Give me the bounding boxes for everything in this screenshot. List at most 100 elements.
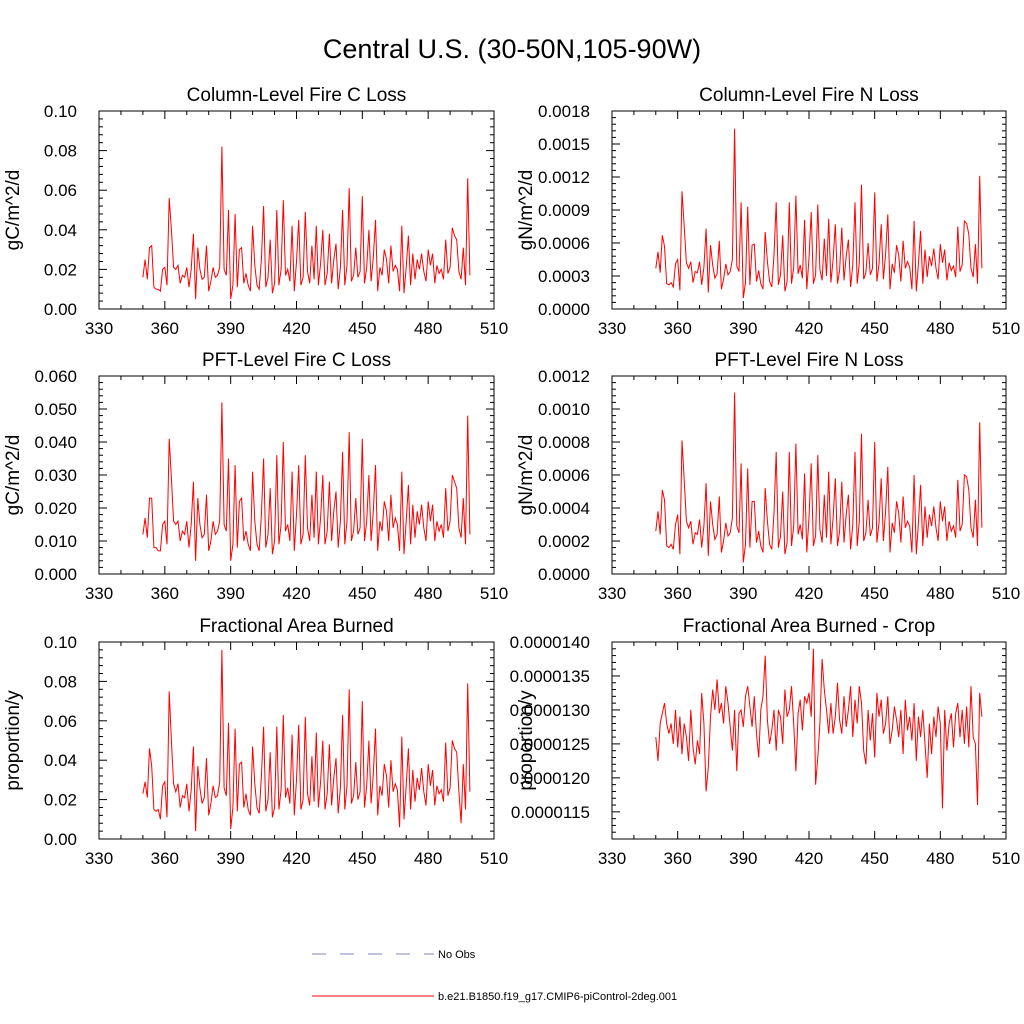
x-tick-label: 480: [414, 584, 442, 603]
x-tick-label: 420: [795, 584, 823, 603]
x-tick-label: 360: [151, 584, 179, 603]
x-tick-label: 510: [480, 849, 508, 868]
y-axis-label: gC/m^2/d: [3, 435, 24, 516]
y-tick-label: 0.04: [44, 751, 77, 770]
y-tick-label: 0.0000130: [510, 701, 590, 720]
chart-panel-5: Fractional Area Burned 330 360 390 420 450 480…: [3, 616, 508, 868]
y-tick-label: 0.0000140: [510, 633, 590, 652]
x-tick-label: 510: [992, 584, 1020, 603]
y-axis-label: gN/m^2/d: [516, 170, 537, 251]
y-axis-label: gC/m^2/d: [3, 170, 24, 251]
y-tick-label: 0.02: [44, 260, 77, 279]
plot-frame: [98, 375, 495, 575]
y-tick-label: 0.000: [34, 565, 77, 584]
x-tick-label: 330: [598, 849, 626, 868]
y-tick-label: 0.0008: [538, 433, 590, 452]
y-tick-label: 0.00: [44, 300, 77, 319]
x-tick-label: 390: [216, 849, 244, 868]
y-tick-label: 0.0012: [538, 168, 590, 187]
y-tick-label: 0.04: [44, 221, 77, 240]
legend: No Obs b.e21.B1850.f19_g17.CMIP6-piContro…: [312, 949, 677, 1003]
x-tick-label: 360: [151, 319, 179, 338]
x-tick-label: 450: [860, 849, 888, 868]
x-tick-label: 450: [860, 584, 888, 603]
x-tick-label: 360: [151, 849, 179, 868]
x-tick-label: 450: [348, 319, 376, 338]
series-line-1: [655, 392, 983, 563]
x-tick-label: 480: [926, 319, 954, 338]
x-tick-label: 330: [85, 584, 113, 603]
y-tick-label: 0.0015: [538, 135, 590, 154]
x-tick-label: 330: [598, 584, 626, 603]
x-tick-label: 450: [348, 849, 376, 868]
x-tick-label: 330: [85, 849, 113, 868]
y-tick-label: 0.0003: [538, 267, 590, 286]
y-tick-label: 0.060: [34, 367, 77, 386]
series-line-1: [655, 648, 983, 809]
y-tick-label: 0.0010: [538, 400, 590, 419]
x-tick-label: 330: [598, 319, 626, 338]
y-tick-label: 0.02: [44, 791, 77, 810]
y-tick-label: 0.08: [44, 142, 77, 161]
y-tick-label: 0.040: [34, 433, 77, 452]
y-tick-label: 0.0000: [538, 300, 590, 319]
x-tick-label: 480: [414, 849, 442, 868]
series-line-1: [142, 402, 471, 561]
x-tick-label: 390: [729, 849, 757, 868]
y-tick-label: 0.06: [44, 712, 77, 731]
x-tick-label: 420: [795, 319, 823, 338]
x-tick-label: 360: [663, 319, 691, 338]
panel-title: Fractional Area Burned: [199, 616, 393, 637]
y-tick-label: 0.0009: [538, 201, 590, 220]
panel-title: Fractional Area Burned - Crop: [683, 616, 935, 637]
y-tick-label: 0.0000135: [510, 667, 590, 686]
y-tick-label: 0.0002: [538, 532, 590, 551]
x-tick-label: 450: [860, 319, 888, 338]
chart-panel-2: Column-Level Fire N Loss 330 360 390 420 450 4…: [516, 85, 1020, 338]
y-tick-label: 0.050: [34, 400, 77, 419]
x-tick-label: 390: [216, 319, 244, 338]
legend-label-1: No Obs: [438, 949, 476, 961]
y-axis-label: proportion/y: [516, 690, 537, 791]
y-tick-label: 0.10: [44, 633, 77, 652]
series-line-1: [142, 649, 471, 832]
series-line-1: [655, 128, 983, 299]
y-tick-label: 0.06: [44, 181, 77, 200]
y-tick-label: 0.0000120: [510, 769, 590, 788]
x-tick-label: 480: [926, 849, 954, 868]
panel-title: Column-Level Fire N Loss: [699, 85, 919, 106]
x-tick-label: 420: [282, 319, 310, 338]
y-tick-label: 0.020: [34, 499, 77, 518]
x-tick-label: 420: [795, 849, 823, 868]
y-tick-label: 0.0000: [538, 565, 590, 584]
y-tick-label: 0.0000125: [510, 735, 590, 754]
y-axis-label: proportion/y: [3, 690, 24, 791]
y-tick-label: 0.0000115: [511, 803, 590, 822]
y-tick-label: 0.08: [44, 672, 77, 691]
x-tick-label: 390: [216, 584, 244, 603]
x-tick-label: 480: [414, 319, 442, 338]
y-tick-label: 0.030: [34, 466, 77, 485]
x-tick-label: 420: [282, 584, 310, 603]
x-tick-label: 360: [663, 849, 691, 868]
x-tick-label: 510: [480, 584, 508, 603]
x-tick-label: 480: [926, 584, 954, 603]
y-axis-label: gN/m^2/d: [516, 435, 537, 516]
y-tick-label: 0.0012: [538, 367, 590, 386]
x-tick-label: 330: [85, 319, 113, 338]
x-tick-label: 510: [992, 849, 1020, 868]
chart-panel-1: Column-Level Fire C Loss 330 360 390 420 450 4…: [3, 85, 508, 338]
chart-panel-6: Fractional Area Burned - Crop 330 360 390 42…: [510, 616, 1021, 868]
y-tick-label: 0.10: [44, 102, 77, 121]
chart-panel-4: PFT-Level Fire N Loss 330 360 390 420 450 480 5…: [516, 350, 1020, 603]
y-tick-label: 0.0006: [538, 234, 590, 253]
x-tick-label: 420: [282, 849, 310, 868]
x-tick-label: 360: [663, 584, 691, 603]
legend-label-2: b.e21.B1850.f19_g17.CMIP6-piControl-2deg…: [438, 991, 677, 1003]
y-tick-label: 0.00: [44, 830, 77, 849]
y-tick-label: 0.010: [34, 532, 77, 551]
chart-panel-3: PFT-Level Fire C Loss 330 360 390 420 450 480 5…: [3, 350, 508, 603]
plot-frame: [611, 641, 1007, 840]
figure-title: Central U.S. (30-50N,105-90W): [322, 34, 702, 64]
